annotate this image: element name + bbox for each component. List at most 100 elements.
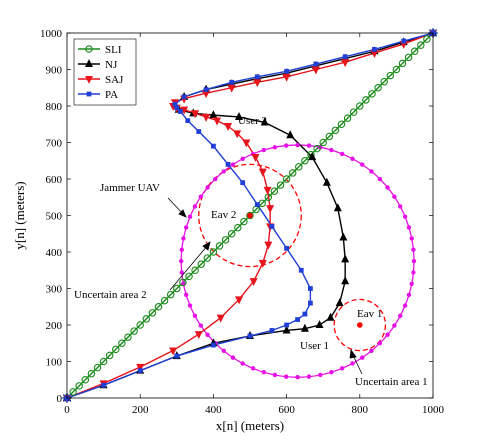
- marker-jammer-orbit-42: [230, 162, 236, 167]
- marker-sli-44: [331, 126, 340, 135]
- marker-jammer-orbit-19: [261, 369, 266, 375]
- point-eav-1-location: [357, 322, 363, 328]
- marker-pa-25: [203, 87, 209, 92]
- marker-sli-36: [282, 175, 291, 183]
- marker-jammer-orbit-48: [295, 142, 300, 148]
- legend-marker-pa: [86, 91, 92, 97]
- marker-pa-18: [211, 143, 216, 149]
- annotation-jammer-uav: Jammer UAV: [100, 182, 160, 194]
- annotation-user-1: User 1: [300, 340, 329, 352]
- marker-jammer-orbit-57: [385, 185, 390, 190]
- marker-saj-30: [311, 66, 320, 75]
- marker-nj-12: [341, 254, 350, 263]
- marker-sli-22: [197, 260, 205, 268]
- marker-sli-51: [374, 84, 382, 92]
- marker-jammer-orbit-16: [295, 374, 300, 380]
- x-tick-label-1000: 1000: [422, 404, 445, 416]
- marker-jammer-orbit-60: [402, 214, 408, 219]
- marker-jammer-orbit-35: [184, 225, 189, 230]
- marker-sli-9: [118, 339, 126, 347]
- marker-pa-7: [284, 322, 289, 328]
- marker-sli-13: [142, 315, 151, 323]
- marker-saj-31: [341, 59, 350, 68]
- x-tick-label-0: 0: [64, 404, 70, 416]
- marker-jammer-orbit-61: [406, 225, 412, 230]
- marker-jammer-orbit-4: [402, 303, 408, 308]
- marker-sli-11: [130, 327, 138, 335]
- marker-jammer-orbit-9: [369, 348, 374, 354]
- series-line-pa: [66, 32, 434, 399]
- annotation-uncertain-area-1: Uncertain area 1: [355, 376, 428, 388]
- marker-jammer-orbit-31: [179, 270, 184, 275]
- marker-jammer-orbit-45: [261, 147, 266, 153]
- marker-jammer-orbit-22: [230, 355, 236, 360]
- annotation-uncertain-area-2: Uncertain area 2: [74, 289, 147, 301]
- marker-sli-2: [75, 382, 83, 390]
- marker-pa-9: [302, 311, 308, 317]
- marker-pa-8: [295, 317, 300, 322]
- marker-pa-5: [247, 333, 253, 339]
- marker-pa-30: [342, 54, 348, 60]
- point-eav-2-location: [247, 212, 253, 219]
- marker-jammer-orbit-28: [187, 303, 193, 308]
- marker-jammer-orbit-55: [369, 169, 374, 174]
- marker-sli-23: [203, 254, 212, 262]
- chart-annotations: User 2 Jammer UAV Eav 2 Eav 1 Uncertain …: [74, 115, 428, 388]
- marker-sli-37: [288, 169, 297, 177]
- legend-marker-saj: [84, 75, 94, 84]
- marker-sli-4: [87, 369, 96, 378]
- marker-saj-17: [224, 123, 233, 131]
- marker-sli-7: [105, 351, 114, 360]
- marker-saj-28: [253, 79, 262, 88]
- marker-jammer-orbit-37: [192, 204, 198, 209]
- marker-pa-6: [269, 328, 275, 333]
- marker-saj-5: [216, 314, 225, 323]
- marker-jammer-orbit-8: [377, 340, 383, 346]
- marker-sli-34: [270, 187, 279, 195]
- marker-nj-13: [339, 232, 348, 241]
- marker-sli-50: [368, 90, 376, 98]
- marker-jammer-orbit-1: [411, 270, 416, 275]
- marker-jammer-orbit-0: [411, 258, 417, 264]
- y-tick-label-700: 700: [46, 138, 63, 150]
- marker-saj-27: [227, 84, 236, 93]
- legend-label-pa: PA: [105, 89, 118, 101]
- marker-jammer-orbit-17: [283, 374, 289, 379]
- marker-nj-16: [308, 152, 317, 161]
- marker-sli-55: [398, 59, 407, 68]
- marker-pa-19: [196, 129, 202, 134]
- marker-pa-20: [185, 118, 191, 123]
- marker-pa-15: [254, 202, 260, 207]
- y-tick-label-300: 300: [46, 284, 63, 296]
- marker-pa-22: [174, 105, 180, 111]
- marker-sli-52: [380, 77, 388, 86]
- marker-sli-17: [166, 290, 175, 299]
- marker-pa-13: [284, 245, 289, 251]
- marker-nj-8: [315, 320, 324, 329]
- marker-sli-28: [234, 223, 242, 232]
- marker-sli-35: [276, 181, 285, 189]
- marker-pa-14: [269, 224, 275, 229]
- marker-jammer-orbit-10: [360, 355, 365, 360]
- legend: SLI NJ SAJ PA: [73, 38, 137, 106]
- marker-sli-49: [362, 96, 370, 104]
- marker-saj-7: [249, 278, 258, 287]
- marker-saj-13: [258, 168, 267, 177]
- arrowhead-jammer-uav: [178, 209, 187, 218]
- marker-sli-57: [410, 47, 419, 55]
- marker-jammer-orbit-5: [398, 313, 403, 319]
- marker-pa-24: [181, 94, 187, 100]
- marker-sli-27: [227, 230, 236, 238]
- series-line-nj: [66, 32, 434, 399]
- marker-nj-17: [286, 130, 295, 139]
- marker-saj-2: [136, 363, 145, 372]
- marker-jammer-orbit-29: [184, 292, 189, 298]
- marker-sli-42: [319, 138, 327, 147]
- marker-sli-53: [386, 71, 395, 80]
- marker-jammer-orbit-27: [192, 313, 198, 319]
- y-tick-label-800: 800: [46, 101, 63, 113]
- marker-sli-25: [215, 242, 224, 250]
- x-tick-label-200: 200: [132, 404, 149, 416]
- marker-jammer-orbit-21: [240, 361, 245, 366]
- chart-markers: [62, 28, 438, 403]
